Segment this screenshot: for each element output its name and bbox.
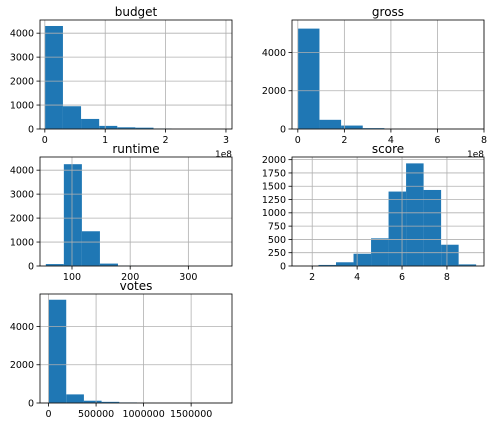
runtime-title: runtime <box>112 142 159 156</box>
budget-axes-frame <box>39 19 233 130</box>
score-bar <box>371 238 389 266</box>
votes-axes-frame <box>39 293 233 404</box>
runtime-x-tick-label: 300 <box>179 272 197 283</box>
runtime-y-tick-label: 2000 <box>10 213 34 224</box>
score-bar <box>458 264 477 266</box>
budget-bar <box>117 127 136 129</box>
gross-x-tick-label: 0 <box>295 135 301 146</box>
budget-title: budget <box>115 5 158 19</box>
votes-x-tick-label: 0 <box>46 409 52 420</box>
gross-x-tick-label: 6 <box>434 135 440 146</box>
score-x-tick-label: 2 <box>309 272 315 283</box>
budget-histogram: 0 1 2 3 0 1000 2000 3000 4000 budget 1e8 <box>10 5 233 160</box>
gross-bar <box>297 28 320 129</box>
budget-bars <box>44 25 226 130</box>
budget-y-tick-label: 2000 <box>10 76 34 87</box>
gross-bar <box>341 125 363 129</box>
runtime-y-tick-label: 1000 <box>10 237 34 248</box>
votes-histogram: 0 500000 1000000 1500000 0 2000 4000 votes <box>10 279 233 420</box>
votes-x-tick-label: 1500000 <box>170 409 212 420</box>
runtime-y-tick-label: 4000 <box>10 166 34 177</box>
runtime-bar <box>63 164 82 266</box>
score-title: score <box>372 142 404 156</box>
budget-y-tick-label: 3000 <box>10 53 34 64</box>
gross-offset-label: 1e8 <box>467 150 484 160</box>
gross-title: gross <box>372 5 404 19</box>
gross-y-tick-label: 0 <box>280 124 286 135</box>
gross-y-tick-label: 4000 <box>262 48 286 59</box>
votes-x-tick-label: 500000 <box>78 409 114 420</box>
score-bar <box>388 191 407 266</box>
score-y-tick-label: 0 <box>280 261 286 272</box>
budget-y-tick-label: 0 <box>28 124 34 135</box>
budget-x-tick-label: 2 <box>163 135 169 146</box>
budget-x-tick-label: 3 <box>223 135 229 146</box>
score-bars <box>300 163 477 266</box>
score-y-tick-label: 1250 <box>262 195 286 206</box>
budget-bar <box>44 25 63 130</box>
budget-x-tick-label: 0 <box>42 135 48 146</box>
score-x-tick-label: 8 <box>444 272 450 283</box>
votes-bar <box>101 401 120 403</box>
gross-x-tick-label: 4 <box>388 135 394 146</box>
score-y-tick-label: 2000 <box>262 155 286 166</box>
runtime-bar <box>99 263 118 266</box>
gross-axes-frame <box>291 19 485 130</box>
votes-bar <box>83 400 102 403</box>
score-bar <box>441 244 459 266</box>
runtime-y-tick-label: 3000 <box>10 190 34 201</box>
votes-y-tick-label: 2000 <box>10 360 34 371</box>
votes-bars <box>48 299 226 403</box>
runtime-bar <box>45 264 64 266</box>
score-bar <box>406 163 424 266</box>
budget-y-tick-label: 4000 <box>10 29 34 40</box>
gross-y-tick-label: 2000 <box>262 86 286 97</box>
score-bar <box>318 264 337 266</box>
runtime-bars <box>45 164 227 266</box>
budget-bar <box>135 127 154 129</box>
score-y-tick-label: 1000 <box>262 208 286 219</box>
score-y-tick-label: 500 <box>268 235 286 246</box>
score-bar <box>353 253 372 266</box>
votes-bar <box>48 299 67 403</box>
budget-bar <box>99 125 118 129</box>
votes-y-tick-label: 0 <box>28 398 34 409</box>
score-axes-frame <box>291 156 485 267</box>
runtime-bar <box>81 231 100 266</box>
score-bar <box>336 262 354 266</box>
runtime-x-tick-label: 200 <box>121 272 139 283</box>
score-histogram: 2 4 6 8 0 250 500 750 1000 1250 1500 1750 2000 score <box>262 142 485 283</box>
runtime-axes-frame <box>39 156 233 267</box>
runtime-y-tick-label: 0 <box>28 261 34 272</box>
votes-bar <box>66 394 84 403</box>
score-x-tick-label: 6 <box>399 272 405 283</box>
score-x-tick-label: 4 <box>354 272 360 283</box>
score-y-tick-label: 1500 <box>262 182 286 193</box>
budget-y-tick-label: 1000 <box>10 100 34 111</box>
gross-bar <box>319 119 342 129</box>
gross-x-tick-label: 2 <box>341 135 347 146</box>
gross-histogram: 0 2 4 6 8 0 2000 4000 gross 1e8 <box>262 5 487 160</box>
gross-x-tick-label: 8 <box>481 135 487 146</box>
score-y-tick-label: 750 <box>268 222 286 233</box>
votes-x-tick-label: 1000000 <box>122 409 164 420</box>
votes-y-tick-label: 4000 <box>10 322 34 333</box>
gross-bar <box>362 128 385 129</box>
budget-bar <box>62 106 82 129</box>
budget-bar <box>81 118 100 129</box>
score-y-tick-label: 250 <box>268 248 286 259</box>
budget-offset-label: 1e8 <box>215 150 232 160</box>
runtime-x-tick-label: 100 <box>63 272 81 283</box>
gross-bars <box>297 28 471 129</box>
votes-title: votes <box>120 279 153 293</box>
score-bar <box>423 189 442 266</box>
budget-x-tick-label: 1 <box>102 135 108 146</box>
score-y-tick-label: 1750 <box>262 168 286 179</box>
